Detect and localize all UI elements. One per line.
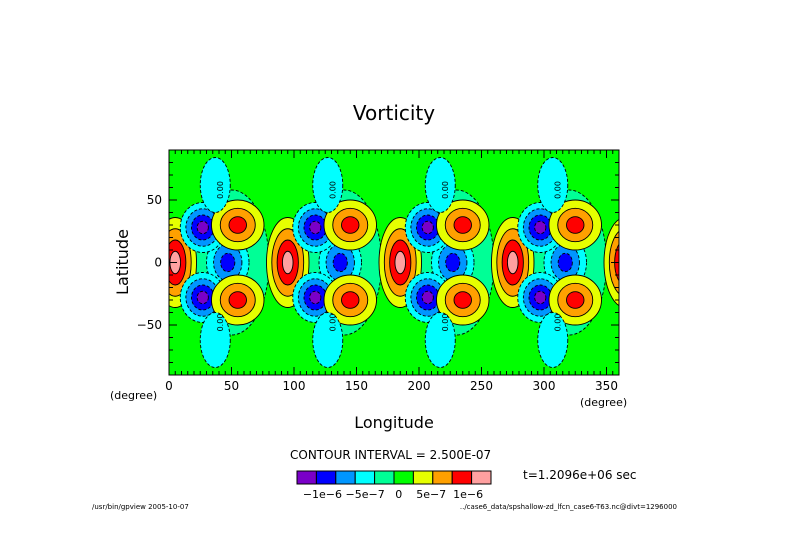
x-tick-label: 100	[283, 379, 306, 393]
footer-left-text: /usr/bin/gpview 2005-10-07	[92, 503, 189, 511]
high-lat-south-feature	[199, 312, 231, 368]
colorbar-swatch	[374, 470, 395, 485]
positive-south-vortex	[662, 275, 715, 325]
chart-title: Vorticity	[353, 101, 435, 125]
positive-north-vortex	[548, 199, 602, 251]
footer-right-text: ../case6_data/spshallow-zd_lfcn_case6-T6…	[460, 503, 677, 511]
x-tick-label: 300	[533, 379, 556, 393]
contour-label: 0.00	[328, 314, 337, 332]
contour-label: 0.00	[441, 314, 450, 332]
high-lat-south-feature	[424, 312, 456, 368]
colorbar-swatch	[315, 470, 337, 485]
x-axis-label: Longitude	[354, 413, 434, 432]
positive-south-vortex	[548, 274, 602, 326]
high-lat-south-feature	[312, 312, 344, 368]
colorbar-swatch	[451, 470, 473, 485]
contour-label: 0.00	[328, 181, 337, 199]
positive-north-vortex	[323, 199, 377, 251]
colorbar-swatch	[393, 470, 414, 485]
contour-label: 0.00	[441, 181, 450, 199]
positive-south-vortex	[436, 274, 490, 326]
positive-center-vortex	[603, 218, 619, 307]
high-lat-north-feature	[537, 157, 569, 213]
colorbar-swatch	[296, 470, 317, 485]
negative-north-vortex	[630, 203, 675, 253]
contour-label: 0.00	[216, 314, 225, 332]
x-tick-label: 0	[165, 379, 173, 393]
high-lat-north-feature	[650, 158, 680, 213]
positive-south-vortex	[323, 274, 377, 326]
positive-north-vortex	[662, 200, 715, 250]
x-tick-label: 250	[470, 379, 493, 393]
positive-south-vortex	[211, 274, 265, 326]
y-tick-label: −50	[137, 318, 162, 332]
high-lat-south-feature	[537, 312, 569, 368]
high-lat-south-feature	[650, 313, 680, 368]
contour-label: 0.00	[553, 314, 562, 332]
high-lat-south-feature	[88, 313, 118, 368]
colorbar-swatch	[471, 470, 492, 485]
high-lat-north-feature	[312, 157, 344, 213]
y-axis-label: Latitude	[113, 229, 132, 295]
y-tick-label: 50	[147, 193, 162, 207]
colorbar-level-labels: −1e−6 −5e−7 0 5e−7 1e−6	[303, 488, 483, 501]
colorbar-swatch	[354, 470, 376, 485]
y-axis-unit: (degree)	[110, 389, 157, 402]
contour-label: 0.00	[216, 181, 225, 199]
x-axis: 0 50 100 150 200 250 300 350	[165, 379, 618, 393]
positive-north-vortex	[211, 199, 265, 251]
y-axis: 50 0 −50	[137, 193, 162, 332]
x-tick-label: 350	[595, 379, 618, 393]
positive-center-vortex	[42, 218, 85, 308]
contour-label: 0.00	[553, 181, 562, 199]
colorbar-swatch	[335, 470, 356, 485]
positive-north-vortex	[436, 199, 490, 251]
colorbar	[296, 470, 492, 485]
high-lat-north-feature	[424, 157, 456, 213]
plot-frame	[168, 149, 620, 376]
x-tick-label: 150	[345, 379, 368, 393]
x-tick-label: 50	[224, 379, 239, 393]
colorbar-swatch	[432, 470, 453, 485]
pattern-band	[644, 190, 719, 335]
y-tick-label: 0	[154, 256, 162, 270]
x-axis-unit: (degree)	[580, 396, 627, 409]
x-tick-label: 200	[408, 379, 431, 393]
negative-north-vortex	[68, 203, 113, 253]
high-lat-north-feature	[88, 158, 118, 213]
negative-south-vortex	[68, 273, 113, 323]
vorticity-field: 0.00 0.00 0.00 0.00 0.00 0.00 0.00 0.00	[42, 150, 719, 375]
contour-interval-text: CONTOUR INTERVAL = 2.500E-07	[290, 448, 491, 462]
time-text: t=1.2096e+06 sec	[523, 468, 637, 482]
negative-south-vortex	[630, 273, 675, 323]
colorbar-swatch	[412, 470, 434, 485]
negative-center-vortex	[657, 235, 700, 290]
high-lat-north-feature	[199, 157, 231, 213]
